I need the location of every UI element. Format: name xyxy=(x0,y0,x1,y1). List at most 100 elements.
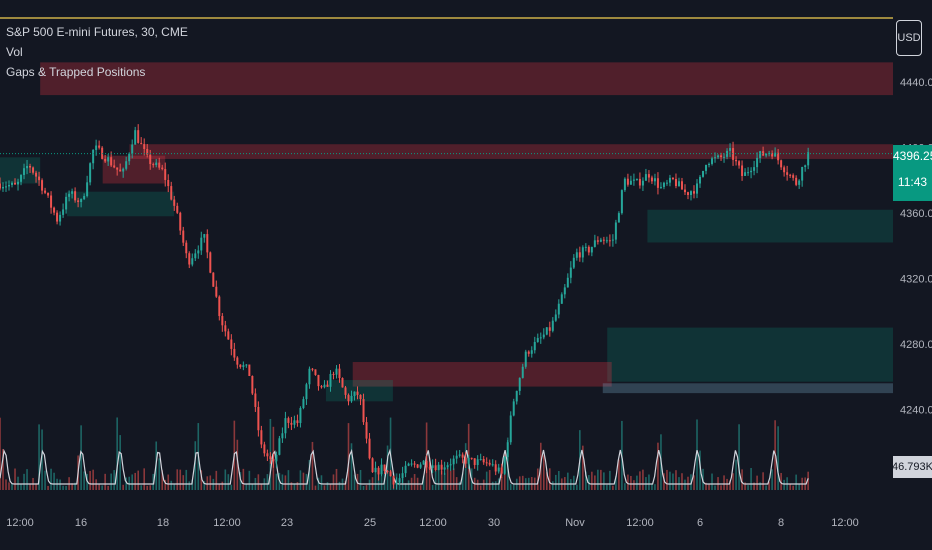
last-price-value: 4396.25 xyxy=(893,149,932,163)
price-tick-label: 4320.00 xyxy=(900,274,932,286)
candle xyxy=(125,161,128,169)
volume-bar xyxy=(446,468,449,490)
volume-bar xyxy=(693,475,695,490)
candle xyxy=(765,153,768,156)
symbol-title[interactable]: S&P 500 E-mini Futures, 30, CME xyxy=(6,25,188,39)
candle xyxy=(425,460,428,468)
candle xyxy=(623,178,626,191)
candle xyxy=(575,252,578,258)
candle xyxy=(503,457,506,474)
volume-bar xyxy=(753,482,755,490)
volume-bar xyxy=(29,483,31,490)
volume-bar xyxy=(789,483,791,490)
candle xyxy=(200,237,203,251)
volume-bar xyxy=(398,484,401,490)
candle xyxy=(179,212,182,231)
last-price-tag: 4396.25 11:43 xyxy=(893,145,932,201)
candle xyxy=(726,150,729,157)
volume-bar xyxy=(320,475,323,490)
volume-bar xyxy=(218,483,221,490)
candle xyxy=(59,214,62,222)
price-tick-label: 4440.00 xyxy=(900,77,932,89)
candle xyxy=(566,277,569,288)
volume-bar xyxy=(110,473,112,490)
price-tick-label: 4280.00 xyxy=(900,339,932,351)
volume-bar xyxy=(113,470,115,490)
volume-bar xyxy=(116,417,118,490)
candle xyxy=(590,246,593,253)
price-tick-label: 4240.00 xyxy=(900,405,932,417)
volume-bar xyxy=(615,475,617,490)
volume-bar xyxy=(603,472,605,490)
volume-bar xyxy=(567,472,569,490)
volume-bar xyxy=(287,470,290,490)
volume-bar xyxy=(735,459,737,490)
volume-bar xyxy=(314,485,317,490)
candle xyxy=(638,178,641,186)
candle xyxy=(95,145,98,150)
volume-bar xyxy=(711,473,713,490)
volume-bar xyxy=(594,475,596,490)
gaps-indicator-label[interactable]: Gaps & Trapped Positions xyxy=(6,65,146,79)
volume-bar xyxy=(738,424,740,490)
candle xyxy=(365,422,368,439)
candle xyxy=(461,454,464,458)
candle xyxy=(563,287,566,295)
volume-bar xyxy=(296,482,299,490)
candle xyxy=(741,165,744,176)
currency-label: USD xyxy=(897,32,921,44)
candle xyxy=(735,159,738,162)
volume-bar xyxy=(359,469,362,490)
candle xyxy=(611,239,614,241)
candle xyxy=(744,172,747,176)
candle xyxy=(620,190,623,214)
volume-bar xyxy=(284,475,287,490)
candle xyxy=(236,357,239,365)
volume-bar xyxy=(651,483,653,490)
candle xyxy=(272,459,275,462)
candle xyxy=(377,467,380,475)
candle xyxy=(209,252,212,273)
candle xyxy=(326,384,329,387)
volume-bar xyxy=(500,476,503,490)
candle xyxy=(659,186,662,188)
currency-button[interactable]: USD xyxy=(896,20,922,56)
candle xyxy=(293,420,296,425)
volume-bar xyxy=(545,472,548,490)
volume-bar xyxy=(185,469,188,490)
volume-bar xyxy=(140,485,143,490)
volume-bar xyxy=(708,483,710,490)
candle xyxy=(683,189,686,193)
volume-bar xyxy=(89,470,91,490)
candle xyxy=(464,457,467,464)
candle xyxy=(158,162,161,168)
candle xyxy=(647,174,650,178)
candle xyxy=(395,482,398,485)
time-tick-label: 12:00 xyxy=(213,517,241,529)
gap-zone-bull-6 xyxy=(607,327,893,382)
time-tick-label: 18 xyxy=(157,517,169,529)
candle xyxy=(644,174,647,181)
candle xyxy=(41,180,44,191)
candle xyxy=(35,172,38,177)
volume-bar xyxy=(65,485,67,490)
volume-bar xyxy=(636,475,638,490)
candle xyxy=(440,464,443,470)
vol-indicator-label[interactable]: Vol xyxy=(6,45,23,59)
candle xyxy=(0,183,1,189)
candle xyxy=(56,212,59,222)
volume-value-tag: 46.793K xyxy=(892,456,932,478)
candle xyxy=(323,384,326,388)
gap-zone-bear-2 xyxy=(102,155,166,184)
time-tick-label: 12:00 xyxy=(6,517,34,529)
candle xyxy=(89,163,92,183)
candle xyxy=(677,181,680,187)
volume-bar xyxy=(657,442,659,490)
volume-bar xyxy=(206,476,209,490)
volume-bar xyxy=(687,476,689,490)
time-tick-label: 12:00 xyxy=(419,517,447,529)
volume-bar xyxy=(188,481,191,490)
candle xyxy=(653,178,656,182)
volume-bar xyxy=(374,468,377,490)
